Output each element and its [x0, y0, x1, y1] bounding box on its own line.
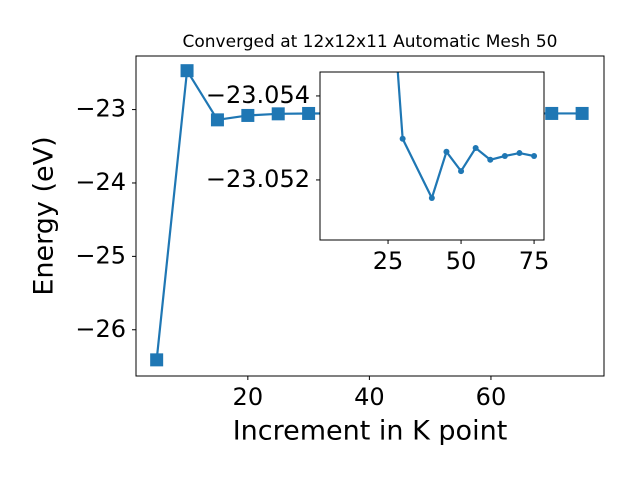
y-tick-label: −23.052	[206, 165, 310, 193]
marker	[241, 108, 255, 122]
x-tick-label: 50	[446, 247, 477, 275]
y-tick-label: −24	[75, 168, 126, 196]
y-tick-label: −23	[75, 95, 126, 123]
y-axis-label: Energy (eV)	[29, 136, 60, 295]
y-tick-label: −25	[75, 241, 126, 269]
marker	[516, 150, 523, 157]
marker	[302, 106, 316, 120]
x-tick-label: 40	[354, 383, 385, 411]
marker	[472, 145, 479, 152]
marker	[575, 106, 589, 120]
marker	[150, 353, 164, 367]
x-tick-label: 60	[476, 383, 507, 411]
x-tick-label: 25	[373, 247, 404, 275]
chart-title: Converged at 12x12x11 Automatic Mesh 50	[183, 32, 558, 52]
y-tick-label: −23.054	[206, 81, 310, 109]
marker	[531, 153, 538, 159]
marker	[428, 195, 435, 201]
marker	[501, 153, 508, 159]
marker	[545, 106, 559, 120]
axes-frame	[135, 55, 605, 377]
marker	[443, 148, 450, 155]
x-axis-label: Increment in K point	[233, 416, 508, 447]
marker	[399, 135, 406, 142]
x-tick-label: 75	[519, 247, 550, 275]
marker	[458, 168, 465, 175]
y-tick-label: −26	[75, 315, 126, 343]
x-tick-label: 20	[233, 383, 264, 411]
marker	[271, 107, 285, 121]
axes-frame	[319, 71, 545, 241]
marker	[210, 113, 224, 127]
series-line	[396, 72, 535, 201]
marker	[180, 64, 194, 78]
plot-content	[396, 72, 538, 201]
marker	[487, 156, 494, 163]
